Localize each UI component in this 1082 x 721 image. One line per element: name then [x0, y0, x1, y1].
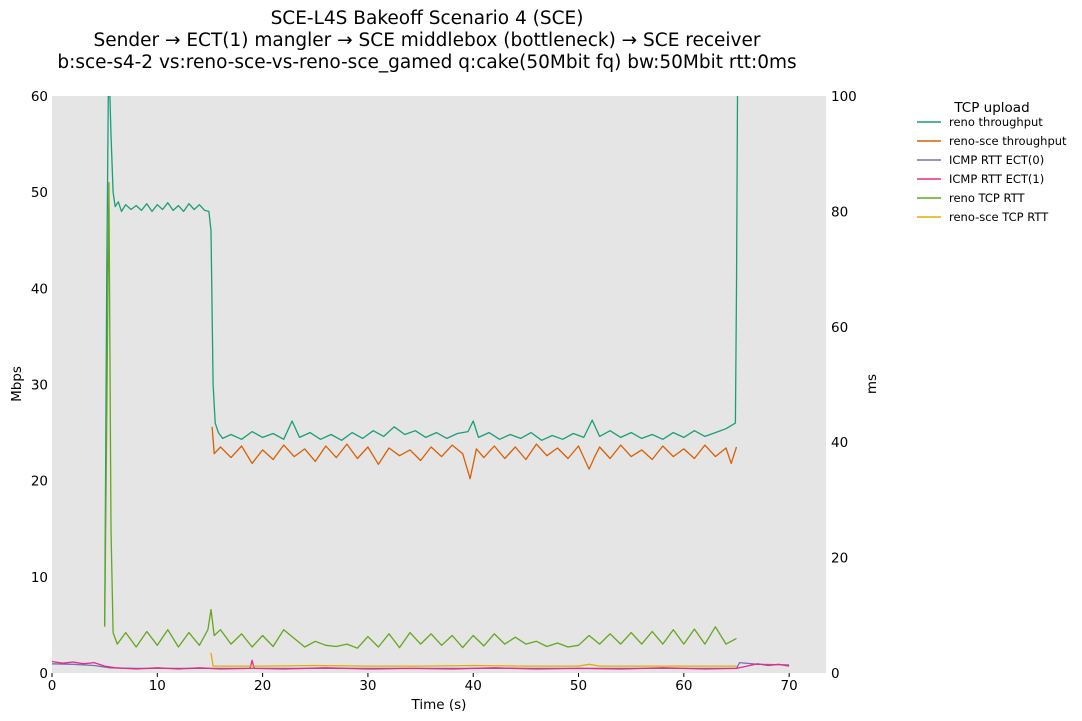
series-line-5: [104, 181, 737, 649]
y-right-tick-label: 80: [831, 204, 848, 220]
x-tick-label: 20: [254, 678, 271, 694]
x-axis-label: Time (s): [411, 697, 467, 713]
y-left-tick-label: 30: [31, 378, 48, 394]
y-right-tick-label: 0: [831, 666, 840, 682]
y-right-tick-label: 60: [831, 320, 848, 336]
y-axis-right-label: ms: [864, 374, 880, 394]
y-axis-left: 0 10 20 30 40 50 60: [31, 89, 48, 682]
series-line-1: [104, 96, 739, 625]
x-axis: 0 10 20 30 40 50 60 70: [48, 673, 798, 694]
legend-entry-4: ICMP RTT ECT(1): [949, 172, 1044, 186]
y-left-tick-label: 50: [31, 185, 48, 201]
legend-entry-5: reno TCP RTT: [949, 191, 1025, 205]
y-left-tick-label: 0: [39, 666, 48, 682]
legend-entry-6: reno-sce TCP RTT: [949, 210, 1049, 224]
plot-area: [52, 96, 826, 673]
chart-title-line-1: SCE-L4S Bakeoff Scenario 4 (SCE): [271, 8, 584, 29]
x-tick-label: 70: [781, 678, 798, 694]
y-axis-left-label: Mbps: [9, 366, 25, 402]
x-tick-label: 40: [465, 678, 482, 694]
series-layer: [52, 96, 790, 670]
series-line-2: [211, 426, 738, 480]
legend-entry-1: reno throughput: [949, 115, 1043, 129]
chart-title-line-2: Sender → ECT(1) mangler → SCE middlebox …: [94, 30, 761, 51]
legend: TCP upload reno throughput reno-sce throu…: [917, 100, 1067, 224]
y-left-tick-label: 60: [31, 89, 48, 105]
y-axis-right: 0 20 40 60 80 100: [831, 89, 857, 682]
y-left-tick-label: 20: [31, 474, 48, 490]
y-right-tick-label: 100: [831, 89, 857, 105]
series-line-6: [210, 652, 737, 667]
y-right-tick-label: 40: [831, 435, 848, 451]
legend-entry-3: ICMP RTT ECT(0): [949, 153, 1044, 167]
x-tick-label: 30: [359, 678, 376, 694]
chart-title-line-3: b:sce-s4-2 vs:reno-sce-vs-reno-sce_gamed…: [57, 52, 796, 73]
x-tick-label: 10: [149, 678, 166, 694]
x-tick-label: 50: [570, 678, 587, 694]
y-left-tick-label: 10: [31, 570, 48, 586]
series-line-4: [52, 659, 790, 670]
legend-title: TCP upload: [953, 100, 1029, 116]
y-right-tick-label: 20: [831, 551, 848, 567]
x-tick-label: 60: [675, 678, 692, 694]
legend-entry-2: reno-sce throughput: [949, 134, 1067, 148]
x-tick-label: 0: [48, 678, 57, 694]
y-left-tick-label: 40: [31, 281, 48, 297]
